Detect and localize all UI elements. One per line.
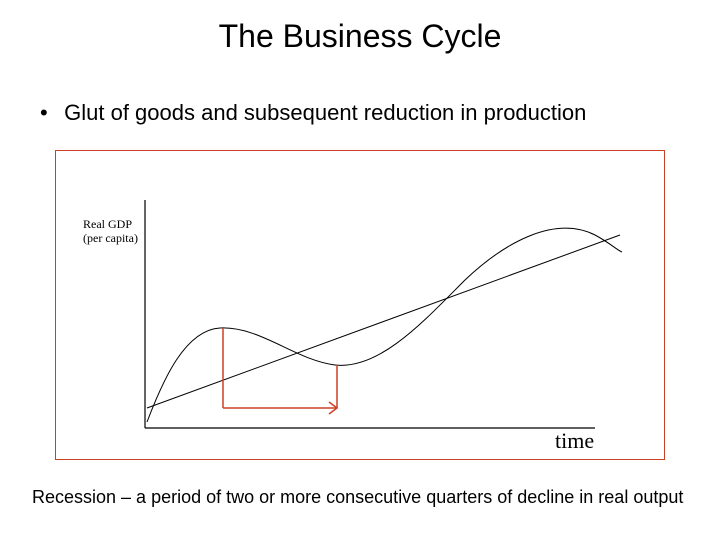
- slide: The Business Cycle • Glut of goods and s…: [0, 0, 720, 540]
- chart-frame: [56, 151, 665, 460]
- bullet-dot: •: [40, 100, 58, 126]
- slide-title: The Business Cycle: [0, 18, 720, 55]
- footer-definition: Recession – a period of two or more cons…: [32, 487, 688, 508]
- bullet-item: • Glut of goods and subsequent reduction…: [40, 100, 680, 126]
- y-axis-label-line2: (per capita): [83, 231, 138, 245]
- bullet-text: Glut of goods and subsequent reduction i…: [64, 100, 586, 125]
- y-axis-label: Real GDP (per capita): [83, 217, 138, 246]
- x-axis-label: time: [555, 428, 594, 454]
- chart-svg: [55, 150, 665, 460]
- y-axis-label-line1: Real GDP: [83, 217, 132, 231]
- business-cycle-chart: Real GDP (per capita) time: [55, 150, 665, 460]
